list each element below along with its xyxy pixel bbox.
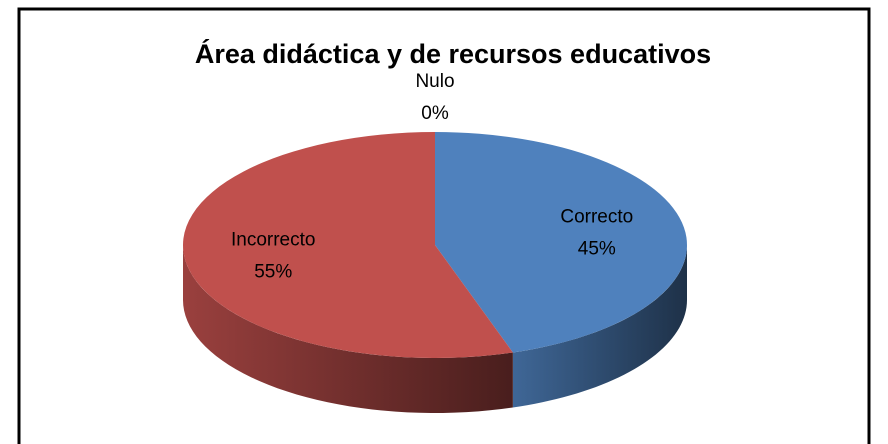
slice-value-label: 55% xyxy=(254,262,292,283)
slice-label: Incorrecto xyxy=(231,230,315,251)
slice-value-label: 45% xyxy=(578,239,616,260)
pie-side xyxy=(183,245,513,413)
slice-label: Nulo xyxy=(415,71,454,92)
pie-sides xyxy=(183,245,687,413)
pie-slice xyxy=(435,132,687,353)
pie-slice xyxy=(182,132,513,358)
chart-title: Área didáctica y de recursos educativos xyxy=(195,38,711,69)
slice-label: Correcto xyxy=(560,207,633,228)
pie-side xyxy=(512,245,687,408)
slice-value-label: 0% xyxy=(421,103,449,124)
